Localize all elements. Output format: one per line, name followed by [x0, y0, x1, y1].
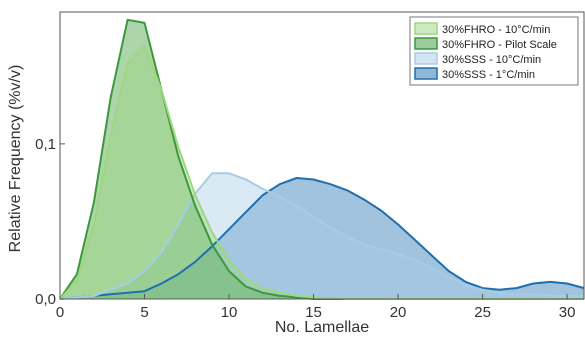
y-axis-label: Relative Frequency (%v/v)	[7, 65, 24, 253]
legend-swatch	[414, 22, 438, 35]
legend-entry: 30%FHRO - 10°C/min	[414, 22, 550, 36]
x-tick-label: 0	[56, 304, 64, 321]
legend-label: 30%SSS - 10°C/min	[442, 54, 541, 66]
x-tick-label: 10	[221, 304, 238, 321]
legend-entry: 30%FHRO - Pilot Scale	[414, 37, 557, 51]
legend-box	[409, 16, 579, 86]
x-axis-label: No. Lamellae	[275, 319, 369, 336]
x-tick-label: 25	[474, 304, 491, 321]
y-tick-label: 0,0	[35, 291, 56, 308]
legend-swatch	[414, 52, 438, 65]
x-tick-label: 15	[305, 304, 322, 321]
series-area	[60, 19, 584, 300]
series-line	[59, 172, 584, 300]
x-tick-label: 30	[559, 304, 576, 321]
series-area	[60, 46, 584, 299]
x-axis-ticks: 0 5 10 15 20 25 30	[56, 294, 576, 321]
legend-swatch	[414, 67, 438, 80]
legend-label: 30%FHRO - Pilot Scale	[442, 39, 557, 51]
x-tick-label: 20	[390, 304, 407, 321]
series-line	[59, 177, 585, 300]
legend-label: 30%SSS - 1°C/min	[442, 69, 535, 81]
series-area	[60, 173, 584, 299]
plot-frame	[59, 11, 585, 300]
legend-swatch	[414, 37, 438, 50]
legend-label: 30%FHRO - 10°C/min	[442, 24, 550, 36]
legend: 30%FHRO - 10°C/min 30%FHRO - Pilot Scale…	[409, 16, 579, 86]
legend-entry: 30%SSS - 1°C/min	[414, 67, 535, 81]
legend-entry: 30%SSS - 10°C/min	[414, 52, 541, 66]
series-areas	[60, 19, 584, 300]
series-area	[60, 178, 584, 299]
x-tick-label: 5	[140, 304, 148, 321]
y-axis-ticks: 0,0 0,1	[35, 136, 65, 308]
y-tick-label: 0,1	[35, 136, 56, 153]
